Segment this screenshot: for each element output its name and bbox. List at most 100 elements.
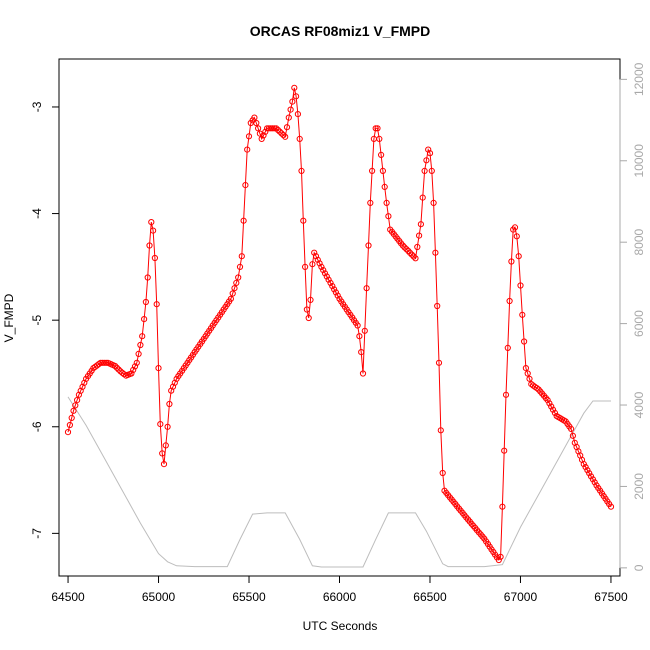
data-point: [157, 421, 164, 428]
data-point: [546, 400, 553, 407]
data-point: [332, 289, 339, 296]
data-point: [142, 298, 149, 306]
data-point: [414, 243, 421, 251]
x-tick-label: 67000: [504, 590, 538, 604]
data-point: [314, 256, 321, 263]
data-point: [112, 362, 119, 370]
data-point: [262, 128, 269, 135]
data-point: [569, 432, 577, 439]
data-point: [312, 253, 320, 260]
data-point: [549, 406, 557, 413]
right-tick-label: 4000: [632, 391, 646, 418]
data-point: [307, 296, 314, 303]
data-point: [151, 254, 158, 262]
data-point: [150, 227, 157, 234]
data-point: [144, 274, 151, 281]
data-point: [508, 258, 515, 265]
data-point: [434, 302, 441, 310]
data-point: [379, 167, 386, 174]
data-point: [425, 146, 432, 153]
data-point: [244, 146, 251, 153]
data-point: [551, 409, 559, 416]
data-point: [253, 119, 260, 127]
data-point: [115, 366, 122, 373]
data-point: [365, 242, 372, 249]
data-point: [356, 333, 363, 340]
data-point: [417, 221, 424, 228]
data-point: [430, 199, 437, 206]
data-point: [522, 365, 530, 372]
data-point: [533, 385, 540, 392]
x-axis-label: UTC Seconds: [303, 619, 378, 633]
data-point: [240, 217, 247, 224]
data-point: [72, 402, 79, 409]
right-tick-label: 12000: [632, 62, 646, 96]
data-point: [231, 285, 238, 292]
data-point: [589, 476, 597, 483]
data-point: [130, 366, 137, 373]
data-point: [260, 132, 267, 139]
data-point: [437, 427, 444, 434]
data-point: [291, 84, 298, 91]
data-point: [548, 403, 555, 410]
data-point: [432, 249, 439, 256]
data-point: [410, 253, 417, 260]
data-point: [331, 286, 338, 293]
x-tick-label: 67500: [594, 590, 628, 604]
y-tick-label: -5: [30, 315, 44, 326]
data-point: [302, 263, 309, 270]
data-point: [66, 421, 74, 429]
data-point: [282, 133, 289, 140]
data-point: [423, 157, 430, 164]
data-point: [227, 295, 234, 302]
data-point: [504, 344, 511, 351]
x-tick-label: 65500: [232, 590, 266, 604]
y-tick-label: -7: [30, 528, 44, 539]
data-point: [146, 242, 153, 249]
data-point: [497, 553, 504, 560]
chart-title: ORCAS RF08miz1 V_FMPD: [250, 23, 430, 39]
y-tick-label: -3: [30, 101, 44, 112]
data-point: [582, 464, 589, 471]
data-point: [133, 359, 140, 366]
data-point: [74, 397, 81, 404]
data-point: [236, 263, 244, 270]
data-point: [287, 106, 294, 113]
data-point: [298, 167, 305, 174]
data-point: [506, 297, 513, 305]
data-point: [511, 224, 519, 231]
data-point: [316, 260, 323, 267]
data-point: [311, 249, 318, 256]
x-tick-label: 64500: [51, 590, 85, 604]
data-point: [568, 425, 575, 432]
data-point: [513, 233, 520, 240]
data-point: [358, 349, 365, 356]
data-point: [584, 467, 591, 474]
data-point: [258, 135, 265, 142]
data-point: [255, 125, 262, 132]
data-point: [524, 370, 531, 377]
data-point: [68, 414, 75, 421]
data-point: [155, 365, 162, 372]
data-point: [517, 282, 524, 289]
data-point: [269, 125, 276, 132]
data-point: [439, 469, 446, 477]
data-point: [329, 283, 336, 290]
secondary-series-layer: [67, 396, 611, 568]
secondary-series-line: [67, 396, 611, 568]
data-point: [238, 253, 245, 260]
data-point: [323, 273, 330, 280]
data-point: [367, 199, 374, 206]
data-point: [499, 503, 506, 510]
data-point: [296, 135, 303, 142]
data-point: [428, 167, 435, 174]
data-point: [378, 151, 385, 158]
data-point: [385, 213, 392, 220]
x-tick-label: 66500: [413, 590, 447, 604]
right-tick-label: 2000: [632, 473, 646, 500]
data-point: [435, 359, 443, 366]
data-point: [166, 400, 173, 408]
data-point: [495, 556, 502, 564]
data-point: [139, 333, 146, 340]
